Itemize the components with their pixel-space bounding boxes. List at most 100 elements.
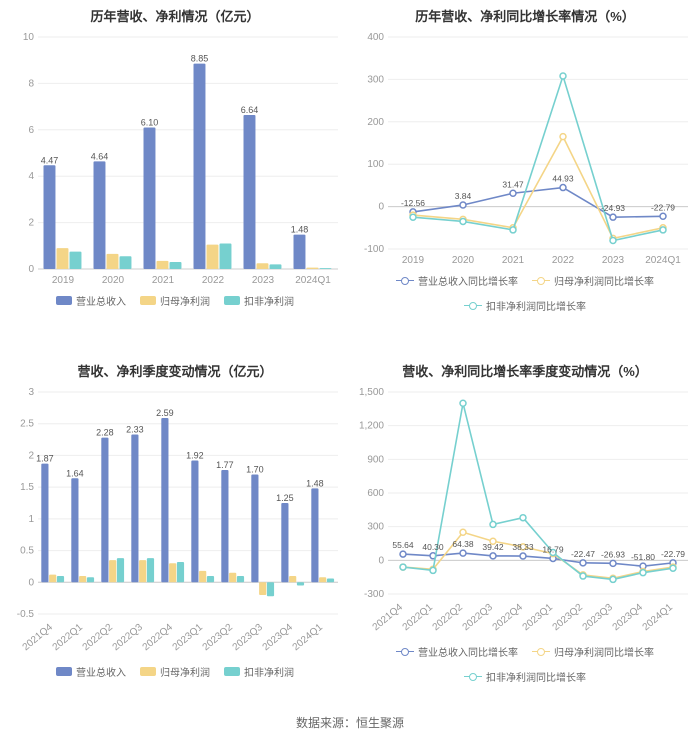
legend-item: 营业总收入 — [56, 293, 126, 308]
legend-swatch — [396, 276, 414, 286]
svg-text:40.30: 40.30 — [422, 542, 444, 552]
svg-text:8.85: 8.85 — [191, 54, 209, 64]
svg-text:2023: 2023 — [252, 275, 275, 286]
svg-text:2.59: 2.59 — [156, 408, 174, 418]
svg-text:1.70: 1.70 — [246, 464, 264, 474]
svg-text:1.25: 1.25 — [276, 493, 294, 503]
svg-text:2022Q2: 2022Q2 — [81, 622, 116, 654]
legend-swatch — [396, 647, 414, 657]
svg-text:1.92: 1.92 — [186, 451, 204, 461]
legend-item: 营业总收入同比增长率 — [396, 644, 518, 659]
chart-title: 营收、净利季度变动情况（亿元） — [4, 361, 346, 380]
svg-text:6.64: 6.64 — [241, 105, 259, 115]
svg-text:4.64: 4.64 — [91, 151, 109, 161]
legend-label: 归母净利润 — [160, 293, 210, 308]
svg-text:6: 6 — [28, 125, 34, 136]
svg-text:64.38: 64.38 — [452, 539, 474, 549]
svg-text:2022Q3: 2022Q3 — [461, 602, 496, 634]
svg-text:2.33: 2.33 — [126, 424, 144, 434]
svg-text:2020: 2020 — [452, 255, 475, 266]
svg-text:900: 900 — [367, 454, 384, 465]
svg-text:400: 400 — [367, 32, 384, 43]
svg-text:0: 0 — [28, 577, 34, 588]
svg-text:-22.79: -22.79 — [651, 202, 675, 212]
svg-text:2022Q1: 2022Q1 — [401, 602, 436, 634]
legend-item: 营业总收入 — [56, 664, 126, 679]
legend-swatch — [532, 647, 550, 657]
legend-label: 扣非净利润 — [244, 664, 294, 679]
svg-text:2024Q1: 2024Q1 — [645, 255, 681, 266]
svg-text:2020: 2020 — [102, 275, 125, 286]
svg-text:-26.93: -26.93 — [601, 549, 625, 559]
svg-text:2023: 2023 — [602, 255, 625, 266]
legend-item: 扣非净利润 — [224, 293, 294, 308]
legend-label: 归母净利润同比增长率 — [554, 273, 654, 288]
svg-text:-100: -100 — [364, 244, 384, 255]
legend-item: 扣非净利润同比增长率 — [464, 298, 586, 313]
svg-text:1.64: 1.64 — [66, 468, 84, 478]
svg-text:2024Q1: 2024Q1 — [291, 622, 326, 654]
svg-text:1: 1 — [28, 514, 34, 525]
legend-br: 营业总收入同比增长率 归母净利润同比增长率扣非净利润同比增长率 — [354, 644, 696, 684]
svg-text:2021Q4: 2021Q4 — [21, 622, 56, 654]
svg-text:-22.79: -22.79 — [661, 549, 685, 559]
data-source: 数据来源：恒生聚源 — [0, 710, 700, 731]
svg-text:300: 300 — [367, 522, 384, 533]
legend-swatch — [224, 296, 240, 305]
svg-text:0.5: 0.5 — [20, 546, 34, 557]
svg-text:2023Q3: 2023Q3 — [231, 622, 266, 654]
legend-swatch — [56, 667, 72, 676]
legend-label: 营业总收入同比增长率 — [418, 273, 518, 288]
svg-text:2023Q4: 2023Q4 — [261, 622, 296, 654]
svg-text:1,200: 1,200 — [359, 421, 384, 432]
svg-text:8: 8 — [28, 78, 34, 89]
svg-text:200: 200 — [367, 117, 384, 128]
svg-text:2023Q2: 2023Q2 — [551, 602, 586, 634]
svg-text:-12.56: -12.56 — [401, 198, 425, 208]
svg-text:3: 3 — [28, 387, 34, 398]
legend-item: 归母净利润 — [140, 664, 210, 679]
svg-text:2022Q3: 2022Q3 — [111, 622, 146, 654]
svg-text:2021: 2021 — [152, 275, 175, 286]
svg-text:55.64: 55.64 — [392, 540, 414, 550]
svg-text:2023Q2: 2023Q2 — [201, 622, 236, 654]
svg-text:31.47: 31.47 — [502, 179, 524, 189]
legend-swatch — [532, 276, 550, 286]
svg-text:1.77: 1.77 — [216, 460, 234, 470]
svg-text:2023Q1: 2023Q1 — [171, 622, 206, 654]
svg-text:0: 0 — [378, 202, 384, 213]
svg-text:39.42: 39.42 — [482, 542, 504, 552]
svg-text:1.48: 1.48 — [306, 478, 324, 488]
svg-text:2022: 2022 — [202, 275, 225, 286]
legend-item: 扣非净利润同比增长率 — [464, 669, 586, 684]
svg-text:-24.93: -24.93 — [601, 203, 625, 213]
legend-item: 营业总收入同比增长率 — [396, 273, 518, 288]
svg-text:2024Q1: 2024Q1 — [641, 602, 676, 634]
legend-label: 扣非净利润 — [244, 293, 294, 308]
legend-swatch — [56, 296, 72, 305]
svg-text:2021: 2021 — [502, 255, 525, 266]
svg-text:1.5: 1.5 — [20, 482, 34, 493]
chart-title: 历年营收、净利情况（亿元） — [4, 6, 346, 25]
svg-text:2019: 2019 — [52, 275, 75, 286]
svg-text:100: 100 — [367, 159, 384, 170]
svg-text:2022Q1: 2022Q1 — [51, 622, 86, 654]
legend-label: 归母净利润同比增长率 — [554, 644, 654, 659]
svg-text:38.33: 38.33 — [512, 542, 534, 552]
legend-label: 营业总收入 — [76, 293, 126, 308]
chart-title: 历年营收、净利同比增长率情况（%） — [354, 6, 696, 25]
legend-bl: 营业总收入归母净利润 扣非净利润 — [4, 664, 346, 679]
legend-item: 归母净利润同比增长率 — [532, 273, 654, 288]
legend-swatch — [464, 301, 482, 311]
svg-text:2022Q2: 2022Q2 — [431, 602, 466, 634]
legend-item: 扣非净利润 — [224, 664, 294, 679]
svg-text:2: 2 — [28, 218, 34, 229]
svg-text:-22.47: -22.47 — [571, 549, 595, 559]
panel-top-right: 历年营收、净利同比增长率情况（%） -100010020030040020192… — [350, 0, 700, 355]
legend-tl: 营业总收入 归母净利润 扣非净利润 — [4, 293, 346, 308]
svg-text:600: 600 — [367, 488, 384, 499]
svg-text:2023Q4: 2023Q4 — [611, 602, 646, 634]
legend-label: 扣非净利润同比增长率 — [486, 669, 586, 684]
svg-text:6.10: 6.10 — [141, 117, 159, 127]
svg-text:0: 0 — [28, 264, 34, 275]
